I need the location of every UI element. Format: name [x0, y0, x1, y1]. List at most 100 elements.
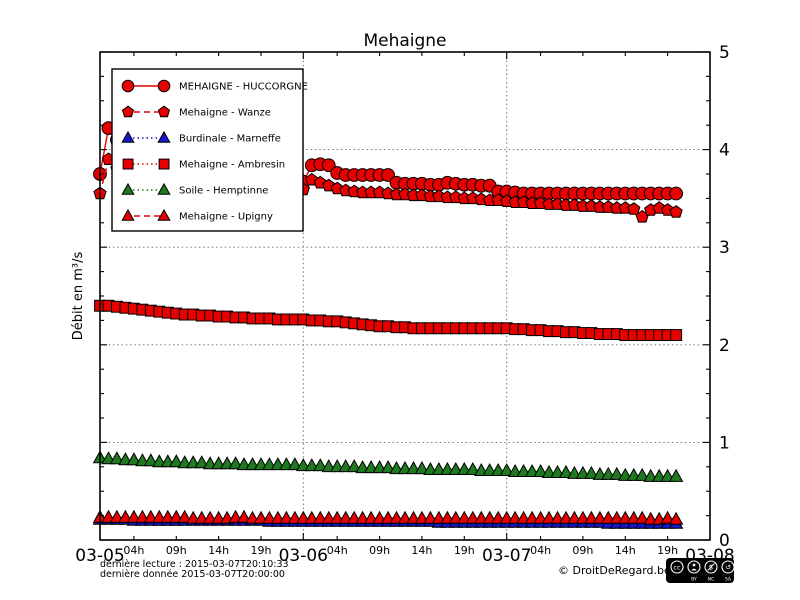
legend-item-mehaigne-wanze: Mehaigne - Wanze: [121, 105, 271, 119]
data-point: [168, 454, 184, 468]
data-point: [313, 458, 328, 472]
data-point: [177, 509, 192, 523]
legend-item-mehaigne-ambresin: Mehaigne - Ambresin: [122, 158, 285, 171]
last-read-text: dernière lecture : 2015-03-07T20:10:33: [100, 559, 289, 570]
data-point: [109, 451, 125, 465]
y-tick-label: 0: [719, 531, 730, 551]
data-point: [121, 105, 135, 118]
series-mehaigne-ambresin: [94, 299, 683, 342]
by-person-head-icon: [692, 563, 696, 567]
cc-license-badge: cc $ ↺ BY NC SA: [666, 558, 735, 583]
nc-slash-icon: [707, 563, 715, 571]
x-hour-label: 19h: [454, 544, 475, 557]
data-point: [158, 158, 170, 170]
sa-label: SA: [725, 577, 732, 583]
data-point: [533, 463, 548, 477]
x-day-label: 03-06: [279, 546, 328, 566]
data-point: [584, 465, 599, 479]
data-point: [121, 130, 135, 143]
legend-label: Mehaigne - Ambresin: [179, 160, 285, 171]
legend-item-mehaigne-upigny: Mehaigne - Upigny: [121, 208, 273, 223]
data-point: [228, 456, 243, 470]
data-point: [499, 462, 514, 476]
sa-icon: [721, 560, 735, 574]
y-tick-label: 5: [719, 43, 730, 63]
sa-arrow-icon: ↺: [725, 564, 731, 572]
legend-label: Soile - Hemptinne: [179, 186, 268, 197]
copyright-text: © DroitDeRegard.be: [558, 564, 671, 577]
data-point: [660, 510, 675, 524]
data-point: [157, 182, 171, 195]
legend-item-soile-hemptinne: Soile - Hemptinne: [121, 182, 268, 197]
nc-icon: [704, 560, 718, 574]
x-hour-label: 04h: [123, 544, 144, 557]
data-point: [157, 130, 171, 143]
data-point: [414, 460, 430, 475]
data-point: [668, 511, 684, 525]
x-hour-label: 19h: [251, 544, 272, 557]
data-point: [558, 464, 574, 478]
legend-label: MEHAIGNE - HUCCORGNE: [179, 82, 308, 93]
data-point: [381, 168, 395, 182]
data-point: [121, 79, 135, 93]
by-icon: [687, 560, 701, 574]
y-tick-label: 1: [719, 433, 730, 453]
data-point: [346, 459, 362, 473]
nc-label: NC: [708, 577, 715, 583]
chart-title: Mehaigne: [363, 31, 446, 51]
series-mehaigne-upigny: [92, 509, 684, 525]
x-hour-label: 09h: [572, 544, 593, 557]
legend-label: Mehaigne - Upigny: [179, 212, 273, 223]
data-point: [380, 460, 396, 474]
data-point: [157, 105, 171, 118]
cc-badge-background: [666, 558, 734, 583]
legend: MEHAIGNE - HUCCORGNE Mehaigne - Wanze Burd…: [111, 68, 308, 232]
data-point: [143, 453, 159, 467]
x-day-label: 03-05: [75, 546, 124, 566]
x-hour-label: 19h: [657, 544, 678, 557]
data-point: [121, 182, 135, 195]
data-point: [121, 208, 135, 221]
by-person-body-icon: [691, 568, 697, 571]
data-point: [634, 467, 650, 481]
x-hour-label: 14h: [208, 544, 229, 557]
y-tick-label: 2: [719, 336, 730, 356]
data-point: [668, 468, 684, 482]
last-data-text: dernière donnée 2015-03-07T20:00:00: [100, 569, 285, 580]
x-hour-label: 09h: [166, 544, 187, 557]
x-hour-label: 09h: [369, 544, 390, 557]
data-point: [157, 208, 171, 221]
x-hour-label: 14h: [615, 544, 636, 557]
data-point: [609, 466, 625, 480]
data-point: [669, 205, 683, 218]
data-point: [122, 158, 134, 170]
x-hour-label: 14h: [411, 544, 432, 557]
data-point: [634, 510, 650, 524]
data-point: [194, 455, 209, 469]
by-label: BY: [691, 577, 697, 583]
cc-icon-text: cc: [673, 564, 681, 572]
y-tick-label: 3: [719, 238, 730, 258]
data-point: [465, 461, 481, 475]
data-point: [157, 79, 171, 93]
legend-label: Burdinale - Marneffe: [179, 134, 281, 145]
data-point: [126, 452, 142, 466]
series-soile-hemptinne: [92, 450, 684, 482]
data-point: [321, 158, 336, 173]
y-axis-label: Débit en m³/s: [71, 252, 86, 341]
x-hour-label: 04h: [327, 544, 348, 557]
data-point: [236, 509, 252, 523]
data-point: [287, 457, 303, 471]
x-day-label: 03-07: [482, 546, 531, 566]
y-tick-label: 4: [719, 141, 730, 161]
x-hour-label: 04h: [530, 544, 551, 557]
data-point: [670, 329, 683, 342]
data-point: [669, 186, 684, 201]
legend-item-mehaigne-huccorgne: MEHAIGNE - HUCCORGNE: [121, 79, 308, 93]
grid-layer: [100, 52, 710, 540]
data-point: [627, 202, 641, 215]
legend-box: [111, 68, 304, 232]
